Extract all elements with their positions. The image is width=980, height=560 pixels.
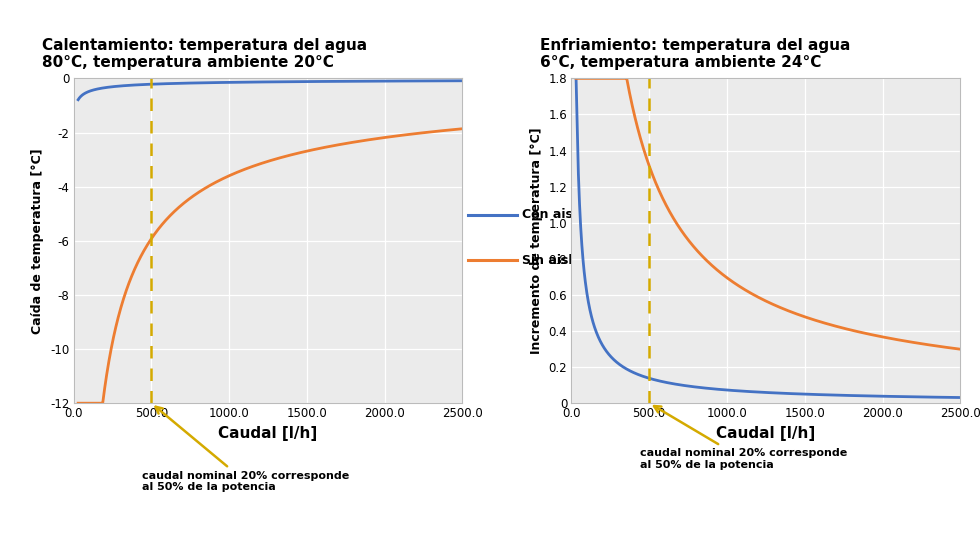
Y-axis label: Incremento de temperatura [°C]: Incremento de temperatura [°C] — [530, 128, 543, 354]
X-axis label: Caudal [l/h]: Caudal [l/h] — [716, 426, 815, 441]
X-axis label: Caudal [l/h]: Caudal [l/h] — [219, 426, 318, 441]
Text: caudal nominal 20% corresponde
al 50% de la potencia: caudal nominal 20% corresponde al 50% de… — [142, 407, 349, 492]
Y-axis label: Caída de temperatura [°C]: Caída de temperatura [°C] — [31, 148, 44, 334]
Text: caudal nominal 20% corresponde
al 50% de la potencia: caudal nominal 20% corresponde al 50% de… — [640, 406, 847, 470]
Text: Sin aislamiento: Sin aislamiento — [522, 254, 630, 267]
Text: Enfriamiento: temperatura del agua
6°C, temperatura ambiente 24°C: Enfriamiento: temperatura del agua 6°C, … — [540, 38, 851, 71]
Text: Con aislamiento, 25mm: Con aislamiento, 25mm — [522, 208, 687, 221]
Text: Calentamiento: temperatura del agua
80°C, temperatura ambiente 20°C: Calentamiento: temperatura del agua 80°C… — [42, 38, 368, 71]
